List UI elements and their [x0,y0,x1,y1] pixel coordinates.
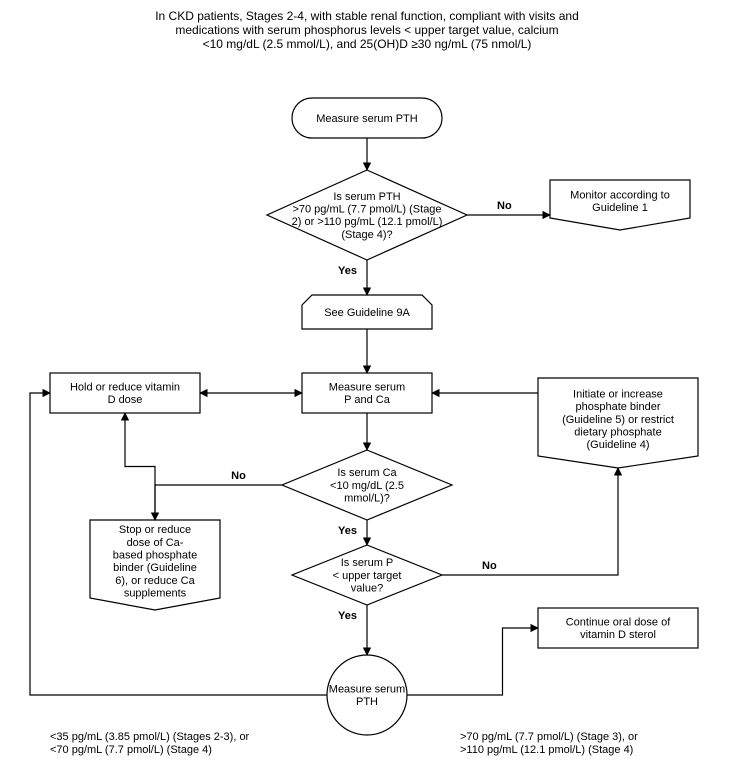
svg-text:Measure serum PTH: Measure serum PTH [316,113,418,125]
svg-text:Is serum PTH>70 pg/mL (7.7 pmo: Is serum PTH>70 pg/mL (7.7 pmol/L) (Stag… [292,191,443,241]
svg-text:Measure serumP and Ca: Measure serumP and Ca [329,382,405,407]
svg-text:Monitor according toGuideline: Monitor according toGuideline 1 [570,190,670,215]
svg-text:Is serum P< upper targetvalue?: Is serum P< upper targetvalue? [333,557,402,594]
leg-label-right: >110 pg/mL (12.1 pmol/L) (Stage 4) [460,744,633,756]
header-line: medications with serum phosphorus levels… [175,23,558,37]
svg-text:Yes: Yes [338,610,357,622]
leg-label-left: <35 pg/mL (3.85 pmol/L) (Stages 2-3), or [50,731,250,743]
svg-text:Measure serumPTH: Measure serumPTH [329,684,405,709]
header-line: In CKD patients, Stages 2-4, with stable… [155,9,579,23]
svg-text:Yes: Yes [338,525,357,537]
flowchart-canvas: In CKD patients, Stages 2-4, with stable… [0,0,735,774]
svg-text:Stop or reducedose of Ca-based: Stop or reducedose of Ca-based phosphate… [113,524,197,599]
svg-text:No: No [497,200,512,212]
svg-text:Initiate or increasephosphate: Initiate or increasephosphate binder(Gui… [562,389,674,452]
svg-text:Yes: Yes [338,265,357,277]
leg-label-right: >70 pg/mL (7.7 pmol/L) (Stage 3), or [460,731,638,743]
svg-text:No: No [231,470,246,482]
svg-text:Hold or reduce vitaminD dose: Hold or reduce vitaminD dose [70,382,180,407]
svg-text:See Guideline 9A: See Guideline 9A [324,307,410,319]
svg-text:Is serum Ca<10 mg/dL (2.5mmol/: Is serum Ca<10 mg/dL (2.5mmol/L)? [330,467,404,504]
svg-text:No: No [482,560,497,572]
header-line: <10 mg/dL (2.5 mmol/L), and 25(OH)D ≥30 … [203,37,532,51]
leg-label-left: <70 pg/mL (7.7 pmol/L) (Stage 4) [50,744,212,756]
svg-text:Continue oral dose ofvitamin D: Continue oral dose ofvitamin D sterol [566,617,672,642]
